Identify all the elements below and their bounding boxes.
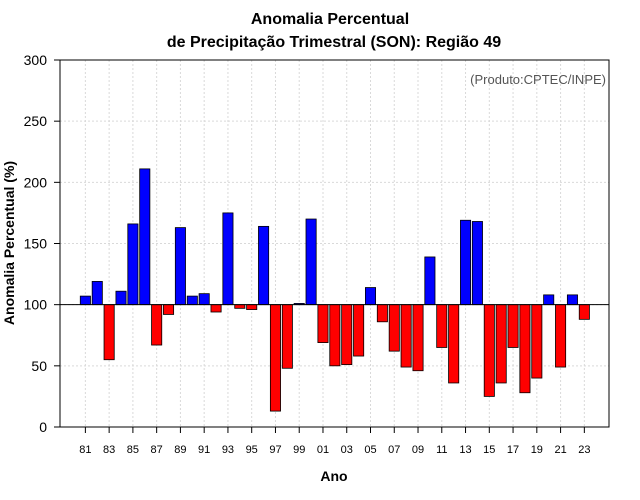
- bar-97: [269, 304, 281, 412]
- bar-02: [329, 304, 341, 367]
- bar-03: [341, 304, 353, 366]
- x-tick-label: 21: [554, 444, 566, 456]
- x-tick-label: 87: [151, 444, 163, 456]
- bar-13: [460, 219, 472, 306]
- y-axis-ticks: 0 50 100 150 200 250 300: [24, 52, 60, 435]
- x-axis-ticks: 81 83 85 87 89 91 93 95 97 99 01 03 05 07 09 11 13 15 17 19…: [79, 427, 590, 456]
- bar-91: [198, 293, 210, 306]
- bar-81: [79, 295, 91, 306]
- bar-11: [436, 304, 448, 348]
- bars: [79, 168, 590, 412]
- y-tick-label: 200: [24, 174, 48, 190]
- x-tick-label: 01: [317, 444, 329, 456]
- bar-12: [448, 304, 460, 384]
- bar-04: [353, 304, 365, 357]
- x-tick-label: 85: [127, 444, 139, 456]
- credit-label: (Produto:CPTEC/INPE): [470, 72, 606, 87]
- x-tick-label: 91: [198, 444, 210, 456]
- bar-23: [578, 304, 590, 320]
- bar-95: [246, 304, 258, 310]
- x-tick-label: 15: [483, 444, 495, 456]
- bar-07: [388, 304, 400, 352]
- x-tick-label: 89: [174, 444, 186, 456]
- x-tick-label: 19: [531, 444, 543, 456]
- x-tick-label: 17: [507, 444, 519, 456]
- x-tick-label: 11: [436, 444, 447, 456]
- bar-17: [507, 304, 519, 348]
- x-tick-label: 99: [293, 444, 305, 456]
- bar-22: [566, 294, 578, 306]
- x-tick-label: 95: [246, 444, 258, 456]
- y-axis-title: Anomalia Percentual (%): [1, 161, 17, 325]
- y-tick-label: 150: [24, 236, 48, 252]
- x-tick-label: 13: [459, 444, 471, 456]
- bar-20: [543, 294, 555, 306]
- bar-85: [127, 223, 139, 306]
- bar-06: [376, 304, 388, 323]
- x-tick-label: 05: [364, 444, 376, 456]
- bar-92: [210, 304, 222, 313]
- chart-title: Anomalia Percentual: [251, 11, 409, 28]
- bar-14: [471, 221, 483, 306]
- bar-09: [412, 304, 424, 372]
- bar-21: [555, 304, 567, 368]
- bar-90: [186, 295, 198, 306]
- bar-16: [495, 304, 507, 384]
- bar-08: [400, 304, 412, 368]
- x-tick-label: 83: [103, 444, 115, 456]
- bar-87: [151, 304, 163, 346]
- bar-84: [115, 290, 127, 306]
- bar-93: [222, 212, 234, 306]
- y-tick-label: 100: [24, 297, 48, 313]
- bar-94: [234, 304, 246, 309]
- bar-89: [174, 227, 186, 306]
- y-tick-label: 300: [24, 52, 48, 68]
- bar-10: [424, 256, 436, 306]
- x-tick-label: 81: [79, 444, 91, 456]
- bar-83: [103, 304, 115, 361]
- x-tick-label: 23: [578, 444, 590, 456]
- bar-15: [483, 304, 495, 397]
- bar-88: [163, 304, 175, 315]
- x-tick-label: 97: [269, 444, 281, 456]
- x-tick-label: 03: [341, 444, 353, 456]
- bar-82: [91, 281, 103, 306]
- x-tick-label: 07: [388, 444, 400, 456]
- y-tick-label: 0: [39, 419, 47, 435]
- bar-98: [281, 304, 293, 369]
- bar-00: [305, 218, 317, 306]
- x-tick-label: 93: [222, 444, 234, 456]
- bar-05: [364, 287, 376, 306]
- bar-18: [519, 304, 531, 394]
- bar-01: [317, 304, 329, 343]
- x-tick-label: 09: [412, 444, 424, 456]
- y-tick-label: 250: [24, 113, 48, 129]
- x-axis-title: Ano: [320, 468, 347, 484]
- y-tick-label: 50: [31, 358, 47, 374]
- bar-96: [258, 225, 270, 306]
- bar-86: [139, 168, 151, 306]
- bar-19: [531, 304, 543, 379]
- chart-subtitle: de Precipitação Trimestral (SON): Região…: [167, 34, 501, 51]
